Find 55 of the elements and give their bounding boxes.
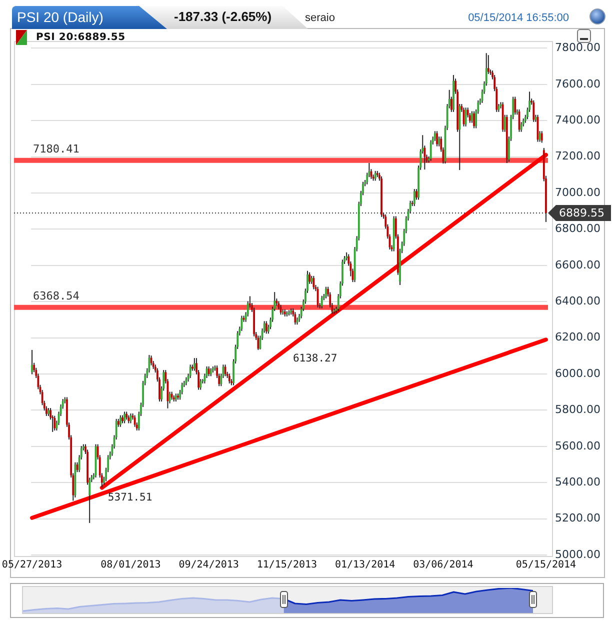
candlestick — [436, 130, 438, 147]
y-tick-label: 5000.00 — [555, 548, 600, 561]
text: seraio — [305, 12, 335, 24]
legend-label: PSI 20:6889.55 — [36, 32, 126, 43]
y-tick-label: 7400.00 — [555, 113, 600, 126]
x-tick-label: 11/15/2013 — [256, 560, 318, 571]
candlestick — [208, 366, 210, 377]
x-tick-label: 08/01/2013 — [100, 560, 161, 571]
ref-line-label: 6368.54 — [33, 290, 80, 303]
candlestick — [193, 358, 196, 372]
y-tick-label: 7000.00 — [555, 186, 600, 199]
candlestick — [189, 364, 192, 378]
y-tick-label: 7800.00 — [555, 41, 600, 54]
candlestick — [325, 286, 327, 299]
x-tick-label: 03/06/2014 — [413, 560, 474, 571]
y-tick-label: 5200.00 — [555, 512, 600, 525]
y-tick-label: 6000.00 — [555, 366, 600, 380]
y-tick-label: 6400.00 — [555, 294, 600, 308]
y-tick-label: 7200.00 — [555, 150, 600, 163]
ref-line-label: 6889.55 — [559, 206, 604, 220]
candlestick — [257, 335, 260, 350]
candlestick — [134, 414, 136, 428]
candlestick — [54, 415, 56, 431]
candlestick — [473, 110, 475, 129]
candlestick — [124, 411, 126, 424]
candlestick — [430, 140, 432, 162]
candlestick — [320, 295, 323, 309]
y-tick-label: 5400.00 — [555, 475, 600, 488]
candlestick — [540, 130, 543, 144]
y-tick-label: 5600.00 — [555, 439, 600, 452]
x-tick-label: 05/27/2013 — [2, 560, 62, 571]
candlestick — [119, 414, 122, 428]
y-tick-label: 7600.00 — [555, 77, 600, 90]
data-label: 5371.51 — [108, 491, 152, 504]
candlestick — [31, 349, 33, 375]
data-label: 6138.27 — [292, 352, 338, 365]
candlestick — [532, 100, 535, 122]
chart-subtitle: -187.33 (-2.65%) — [174, 9, 272, 24]
text: 05/15/2014 16:55:00 — [468, 12, 569, 24]
y-tick-label: 6200.00 — [555, 330, 600, 344]
candlestick — [294, 312, 296, 326]
candlestick — [413, 188, 416, 207]
x-tick-label: 05/15/2014 — [516, 560, 576, 571]
candlestick — [514, 96, 516, 116]
candlestick — [312, 275, 315, 290]
candlestick — [228, 373, 230, 384]
candlestick — [374, 170, 376, 182]
candlestick — [265, 320, 268, 334]
chart-title: PSI 20 (Daily) — [17, 9, 104, 25]
y-tick-label: 6600.00 — [555, 258, 600, 272]
x-tick-label: 09/24/2013 — [178, 560, 239, 571]
ref-line-label: 7180.41 — [33, 142, 80, 156]
y-tick-label: 6800.00 — [555, 222, 600, 236]
x-tick-label: 01/13/2014 — [334, 560, 396, 571]
y-tick-label: 5800.00 — [555, 403, 600, 416]
